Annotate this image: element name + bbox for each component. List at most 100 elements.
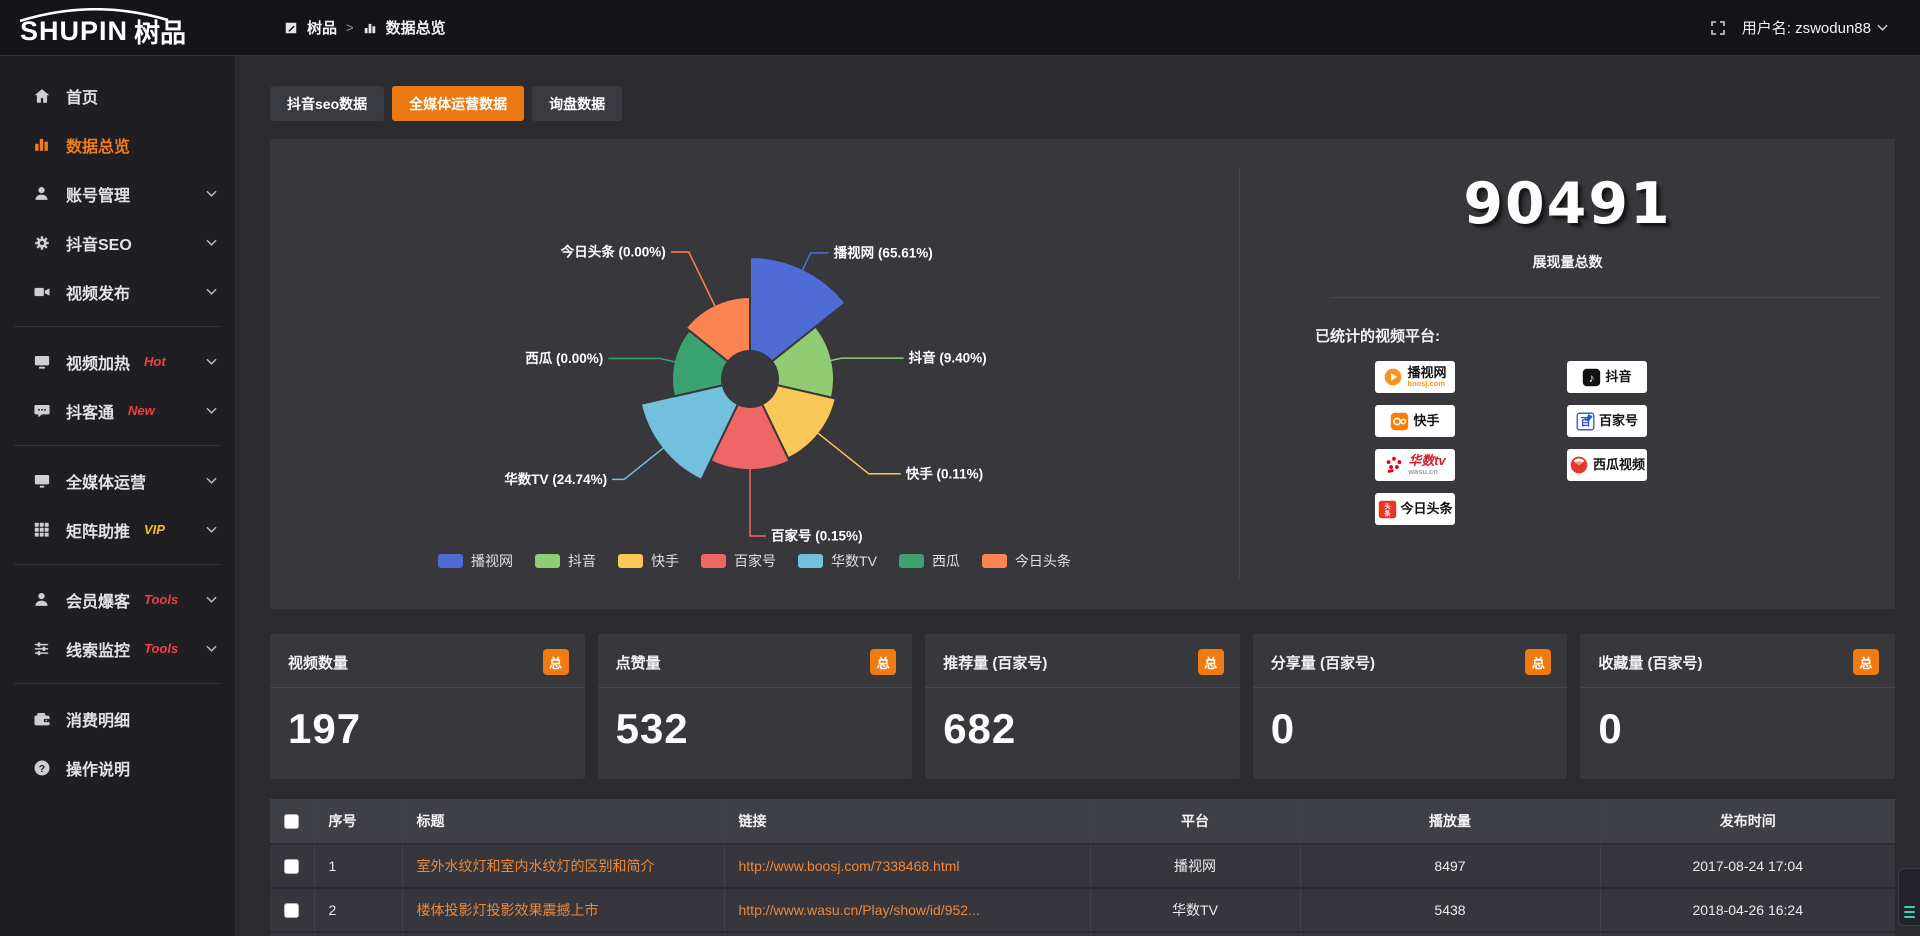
platform-badge-wasu: 华数tv wasu.cn [1375, 449, 1455, 481]
logo-text-en: SHUPIN [20, 16, 129, 46]
cell-num: 1 [314, 844, 403, 889]
stat-card-1: 点赞量 总 532 [597, 634, 913, 779]
cell-num: 2 [314, 888, 403, 933]
table-header-row: 序号 标题 链接 平台 播放量 发布时间 [270, 799, 1895, 845]
legend-swatch [701, 554, 727, 568]
legend-swatch [438, 554, 464, 568]
legend-item-5[interactable]: 西瓜 [898, 551, 960, 571]
sidebar-item-label: 首页 [66, 89, 99, 107]
tab-inquiry-data[interactable]: 询盘数据 [532, 86, 623, 121]
pie-label-2: 快手 (0.11%) [906, 465, 983, 481]
stat-card-3: 分享量 (百家号) 总 0 [1252, 634, 1568, 779]
platform-share-rose-chart: 播视网 (65.61%) 抖音 (9.40%) 快手 (0.11%) 百家号 (0.1… [270, 139, 1239, 549]
label-line-0 [801, 252, 829, 271]
col-header-time: 发布时间 [1600, 799, 1895, 845]
boosj-logo-icon [1383, 367, 1403, 387]
impressions-total-value: 90491 [1463, 171, 1672, 237]
douyin-logo-icon: ♪ [1582, 368, 1601, 387]
chevron-down-icon [206, 239, 217, 246]
sidebar-item-label: 线索监控 [66, 642, 131, 660]
sidebar-badge-new: New [128, 403, 155, 418]
chart-legend: 播视网 抖音 快手 百家号 华数TV 西瓜 今日头条 [270, 551, 1239, 571]
cell-link[interactable]: http://www.wasu.cn/Play/show/id/952... [724, 888, 1091, 933]
legend-item-3[interactable]: 百家号 [701, 551, 776, 571]
data-tabs: 抖音seo数据 全媒体运营数据 询盘数据 [270, 86, 1895, 121]
chevron-down-icon [206, 407, 217, 414]
user-icon [33, 185, 53, 202]
select-all-checkbox[interactable] [284, 814, 300, 830]
legend-item-0[interactable]: 播视网 [438, 551, 513, 571]
svg-text:头: 头 [1384, 501, 1391, 510]
baijiahao-logo-icon: 百 [1576, 412, 1595, 431]
sidebar-item-clue-monitor[interactable]: 线索监控 Tools [0, 624, 235, 673]
sidebar-item-data-overview[interactable]: 数据总览 [0, 120, 235, 169]
total-badge: 总 [1197, 649, 1224, 675]
tab-douyin-seo-data[interactable]: 抖音seo数据 [270, 86, 385, 121]
table-row: 1 室外水纹灯和室内水纹灯的区别和简介 http://www.boosj.com… [270, 844, 1895, 889]
sidebar-item-label: 视频发布 [66, 285, 131, 303]
stat-card-label: 收藏量 (百家号) [1598, 654, 1703, 672]
sidebar-item-video-publish[interactable]: 视频发布 [0, 267, 235, 316]
chat-icon [33, 402, 53, 420]
cell-plays: 5438 [1300, 888, 1601, 933]
sidebar-item-member-baoke[interactable]: 会员爆客 Tools [0, 575, 235, 624]
row-checkbox[interactable] [284, 859, 300, 875]
cell-plays: 8497 [1300, 844, 1601, 889]
stat-card-label: 点赞量 [615, 654, 661, 672]
floating-service-widget[interactable] [1898, 868, 1920, 926]
legend-label: 播视网 [471, 553, 514, 569]
platforms-grid: 播视网 boosj.com ♪ 抖音 快手 百 百家号 华数tv wasu.cn [1375, 361, 1895, 525]
platform-sub: boosj.com [1407, 378, 1445, 388]
sidebar-item-douyin-seo[interactable]: 抖音SEO [0, 218, 235, 267]
sidebar: 首页 数据总览 账号管理 抖音SEO 视频发布 [0, 56, 235, 936]
sidebar-badge-tools: Tools [144, 641, 179, 656]
cell-title[interactable]: 室外水纹灯和室内水纹灯的区别和简介 [402, 844, 725, 889]
bar-chart-icon [363, 21, 377, 35]
cell-title[interactable]: 楼体投影灯投影效果震撼上市 [402, 888, 725, 933]
gear-icon [33, 234, 53, 252]
breadcrumb-root[interactable]: 树品 [307, 20, 338, 37]
sidebar-item-label: 矩阵助推 [66, 523, 131, 541]
platform-badge-toutiao: 头条 今日头条 [1375, 493, 1455, 525]
cell-link[interactable]: http://www.boosj.com/7338468.html [724, 844, 1091, 889]
sidebar-item-video-heat[interactable]: 视频加热 Hot [0, 337, 235, 386]
cell-platform: 播视网 [1090, 844, 1301, 889]
main-content: 抖音seo数据 全媒体运营数据 询盘数据 播视网 (65.61%) 抖音 (9.40%… [235, 56, 1920, 936]
pie-label-6: 今日头条 (0.00%) [561, 244, 666, 260]
col-header-title: 标题 [402, 799, 725, 845]
platform-name: 华数tv [1408, 453, 1446, 469]
sidebar-item-matrix-boost[interactable]: 矩阵助推 VIP [0, 505, 235, 554]
platform-badge-kuaishou: 快手 [1375, 405, 1455, 437]
row-checkbox[interactable] [284, 903, 300, 919]
user-menu[interactable]: 用户名: zswodun88 [1742, 17, 1888, 38]
legend-item-1[interactable]: 抖音 [535, 551, 596, 571]
platform-name: 百家号 [1598, 413, 1638, 429]
kuaishou-logo-icon [1390, 412, 1409, 431]
pie-label-5: 西瓜 (0.00%) [525, 351, 603, 366]
tab-media-operation-data[interactable]: 全媒体运营数据 [392, 86, 525, 121]
sidebar-item-account-management[interactable]: 账号管理 [0, 169, 235, 218]
sidebar-item-media-operation[interactable]: 全媒体运营 [0, 456, 235, 505]
sidebar-badge-vip: VIP [144, 522, 165, 537]
sidebar-divider [14, 445, 221, 446]
pie-label-1: 抖音 (9.40%) [909, 350, 987, 366]
sidebar-item-label: 视频加热 [66, 355, 131, 373]
svg-text:条: 条 [1384, 508, 1391, 517]
legend-item-6[interactable]: 今日头条 [981, 551, 1071, 571]
chevron-down-icon [206, 358, 217, 365]
sidebar-item-operation-guide[interactable]: ? 操作说明 [0, 743, 235, 792]
sidebar-item-home[interactable]: 首页 [0, 71, 235, 120]
pie-label-0: 播视网 (65.61%) [834, 244, 933, 260]
sidebar-item-consume-detail[interactable]: 消费明细 [0, 694, 235, 743]
fullscreen-icon[interactable] [1710, 20, 1726, 36]
stat-cards: 视频数量 总 197 点赞量 总 532 推荐量 (百家号) 总 682 分享量… [270, 634, 1895, 779]
legend-item-4[interactable]: 华数TV [798, 551, 877, 571]
topbar: SHUPIN 树品 树品 > 数据总览 用户名: zswodun88 [0, 0, 1920, 56]
sidebar-item-douketong[interactable]: 抖客通 New [0, 386, 235, 435]
legend-swatch [618, 554, 644, 568]
legend-item-2[interactable]: 快手 [618, 551, 679, 571]
stat-card-header: 收藏量 (百家号) 总 [1580, 634, 1895, 688]
sidebar-item-label: 操作说明 [66, 761, 131, 779]
total-badge: 总 [1852, 649, 1879, 675]
chevron-down-icon [206, 288, 217, 295]
